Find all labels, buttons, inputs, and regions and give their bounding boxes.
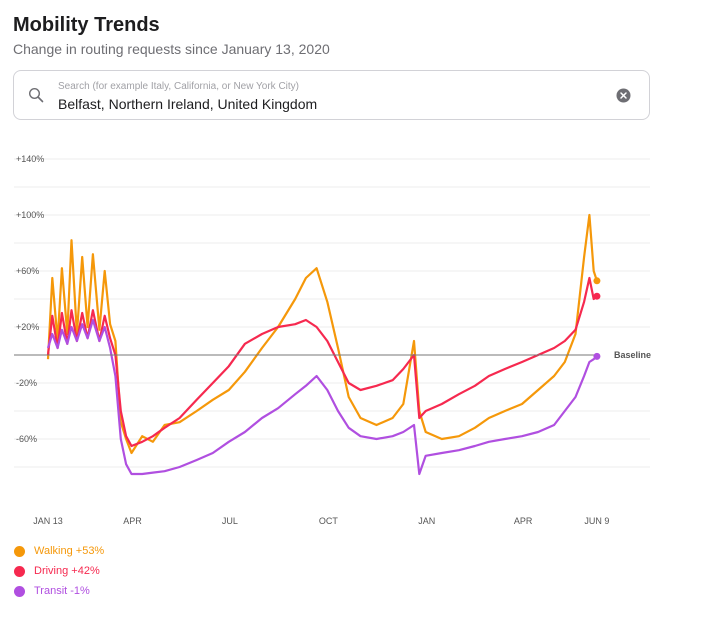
y-tick-label: -20% [16, 378, 37, 388]
legend: Walking +53% Driving +42% Transit -1% [14, 541, 104, 601]
mobility-chart: Baseline +140% +100% +60% +20% -20% -60% JAN … [14, 154, 651, 526]
x-tick-label: JAN 13 [33, 516, 63, 526]
search-placeholder: Search (for example Italy, California, o… [58, 81, 300, 92]
legend-label-walking: Walking +53% [34, 545, 105, 557]
y-tick-label: +60% [16, 266, 39, 276]
x-tick-label: JUL [222, 516, 238, 526]
x-tick-label: APR [514, 516, 533, 526]
legend-item-transit[interactable]: Transit -1% [14, 581, 104, 601]
grid-lines [14, 158, 650, 468]
x-tick-label: OCT [319, 516, 339, 526]
search-input[interactable]: Belfast, Northern Ireland, United Kingdo… [58, 96, 318, 112]
baseline-label: Baseline [614, 350, 651, 360]
y-tick-label: +100% [16, 210, 44, 220]
x-axis-ticks: JAN 13 APR JUL OCT JAN APR JUN 9 [33, 516, 609, 526]
series-end-point [593, 352, 601, 360]
walking-dot-icon [14, 545, 25, 557]
y-tick-label: +20% [16, 322, 39, 332]
legend-label-driving: Driving +42% [34, 565, 100, 577]
x-tick-label: JUN 9 [584, 516, 609, 526]
y-axis-ticks: +140% +100% +60% +20% -20% -60% [16, 154, 44, 444]
transit-dot-icon [14, 585, 25, 597]
page-title: Mobility Trends [13, 14, 160, 36]
y-tick-label: +140% [16, 154, 44, 164]
series-line-driving [46, 276, 598, 448]
x-tick-label: APR [123, 516, 142, 526]
y-tick-label: -60% [16, 434, 37, 444]
series-line-walking [46, 213, 598, 455]
search-box[interactable]: Search (for example Italy, California, o… [13, 70, 650, 120]
series-end-point [593, 277, 601, 285]
legend-item-driving[interactable]: Driving +42% [14, 561, 104, 581]
search-icon [28, 87, 44, 103]
page-subtitle: Change in routing requests since January… [13, 41, 330, 57]
series-lines [46, 213, 598, 476]
close-icon[interactable] [616, 88, 631, 103]
driving-dot-icon [14, 565, 25, 577]
baseline: Baseline [14, 350, 651, 360]
legend-item-walking[interactable]: Walking +53% [14, 541, 104, 561]
legend-label-transit: Transit -1% [34, 585, 90, 597]
series-end-point [593, 292, 601, 300]
x-tick-label: JAN [418, 516, 435, 526]
series-end-markers [593, 277, 601, 360]
series-line-transit [46, 318, 598, 476]
